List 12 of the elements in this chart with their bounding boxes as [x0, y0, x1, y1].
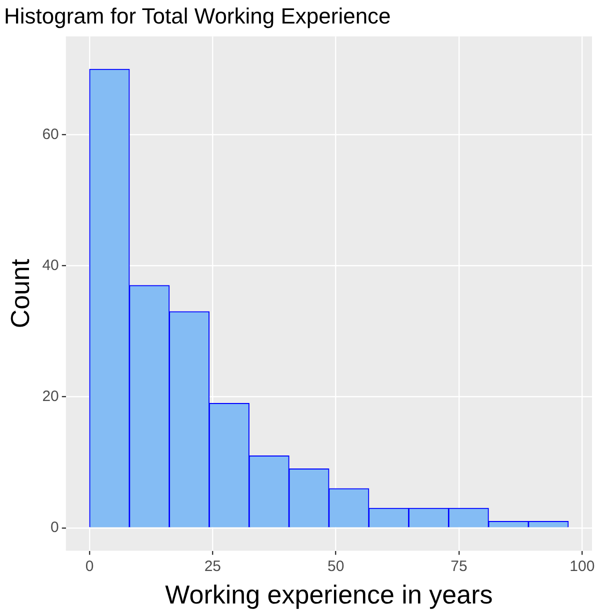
- chart-title: Histogram for Total Working Experience: [4, 3, 391, 28]
- y-tick-label: 60: [42, 126, 59, 143]
- x-tick-label: 75: [450, 558, 468, 575]
- x-tick-label: 0: [85, 558, 94, 575]
- x-tick-label: 100: [570, 558, 595, 575]
- y-tick-label: 0: [50, 519, 59, 536]
- x-axis-title: Working experience in years: [165, 580, 493, 610]
- x-tick-label: 50: [327, 558, 344, 575]
- y-tick-label: 40: [42, 256, 59, 274]
- y-axis-title: Count: [4, 258, 35, 328]
- x-tick-label: 25: [204, 558, 222, 575]
- y-tick-label: 20: [42, 388, 59, 405]
